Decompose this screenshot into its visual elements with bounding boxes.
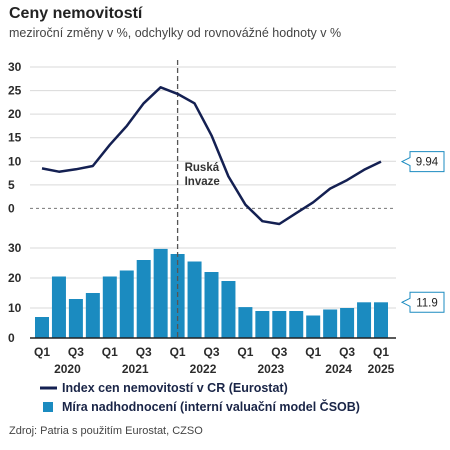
x-quarter-label: Q3 xyxy=(136,345,152,359)
x-quarter-label: Q1 xyxy=(170,345,186,359)
x-quarter-label: Q1 xyxy=(102,345,118,359)
x-year-label: 2025 xyxy=(368,362,395,376)
invasion-annotation: Invaze xyxy=(185,176,220,188)
bar xyxy=(136,260,151,338)
bar xyxy=(187,261,202,338)
x-year-label: 2023 xyxy=(257,362,284,376)
legend-line-label: Index cen nemovitostí v CR (Eurostat) xyxy=(62,381,288,395)
line-y-tick-label: 0 xyxy=(8,201,15,215)
bar xyxy=(51,276,66,338)
bar xyxy=(238,307,253,338)
x-year-label: 2022 xyxy=(190,362,217,376)
x-quarter-label: Q1 xyxy=(373,345,389,359)
chart-title: Ceny nemovitostí xyxy=(9,5,143,22)
x-quarter-label: Q3 xyxy=(339,345,355,359)
x-year-label: 2020 xyxy=(54,362,81,376)
bar-y-tick-label: 30 xyxy=(8,241,22,255)
x-quarter-label: Q1 xyxy=(34,345,50,359)
x-year-label: 2021 xyxy=(122,362,149,376)
line-y-tick-label: 15 xyxy=(8,131,22,145)
bar xyxy=(35,317,49,338)
invasion-annotation: Ruská xyxy=(185,162,220,174)
bar xyxy=(221,281,236,338)
bar xyxy=(272,311,287,338)
bar xyxy=(323,309,338,338)
bar xyxy=(119,270,134,338)
bar xyxy=(153,248,168,338)
bar xyxy=(85,293,100,338)
bar-y-tick-label: 10 xyxy=(8,301,22,315)
bar xyxy=(374,302,388,338)
price-index-line xyxy=(41,86,382,226)
chart-subtitle: meziroční změny v %, odchylky od rovnová… xyxy=(9,26,342,40)
line-y-tick-label: 20 xyxy=(8,107,22,121)
line-y-tick-label: 10 xyxy=(8,154,22,168)
legend-bar-swatch xyxy=(43,402,53,412)
bar-value-callout-box xyxy=(400,291,445,313)
x-year-label: 2024 xyxy=(325,362,352,376)
bar xyxy=(357,302,372,338)
bar xyxy=(255,311,270,338)
bar-value-callout: 11.9 xyxy=(400,291,445,313)
x-quarter-label: Q3 xyxy=(203,345,219,359)
bar-y-tick-label: 0 xyxy=(8,331,15,345)
x-quarter-label: Q3 xyxy=(271,345,287,359)
line-y-tick-label: 25 xyxy=(8,84,22,98)
line-value-callout-label: 9.94 xyxy=(416,157,439,169)
bar xyxy=(204,272,219,338)
line-y-tick-label: 30 xyxy=(8,60,22,74)
bar xyxy=(306,315,321,338)
bar-y-tick-label: 20 xyxy=(8,271,22,285)
line-y-tick-label: 5 xyxy=(8,178,15,192)
bar xyxy=(102,276,117,338)
legend-bar-label: Míra nadhodnocení (interní valuační mode… xyxy=(62,399,360,414)
line-value-callout-box xyxy=(400,151,445,173)
x-quarter-label: Q3 xyxy=(68,345,84,359)
bar xyxy=(340,308,355,338)
x-quarter-label: Q1 xyxy=(237,345,253,359)
line-value-callout: 9.94 xyxy=(400,151,445,173)
source-note: Zdroj: Patria s použitím Eurostat, CZSO xyxy=(9,425,203,437)
x-quarter-label: Q1 xyxy=(305,345,321,359)
bar xyxy=(68,299,83,338)
bar-value-callout-label: 11.9 xyxy=(416,297,438,309)
bar xyxy=(289,311,304,338)
